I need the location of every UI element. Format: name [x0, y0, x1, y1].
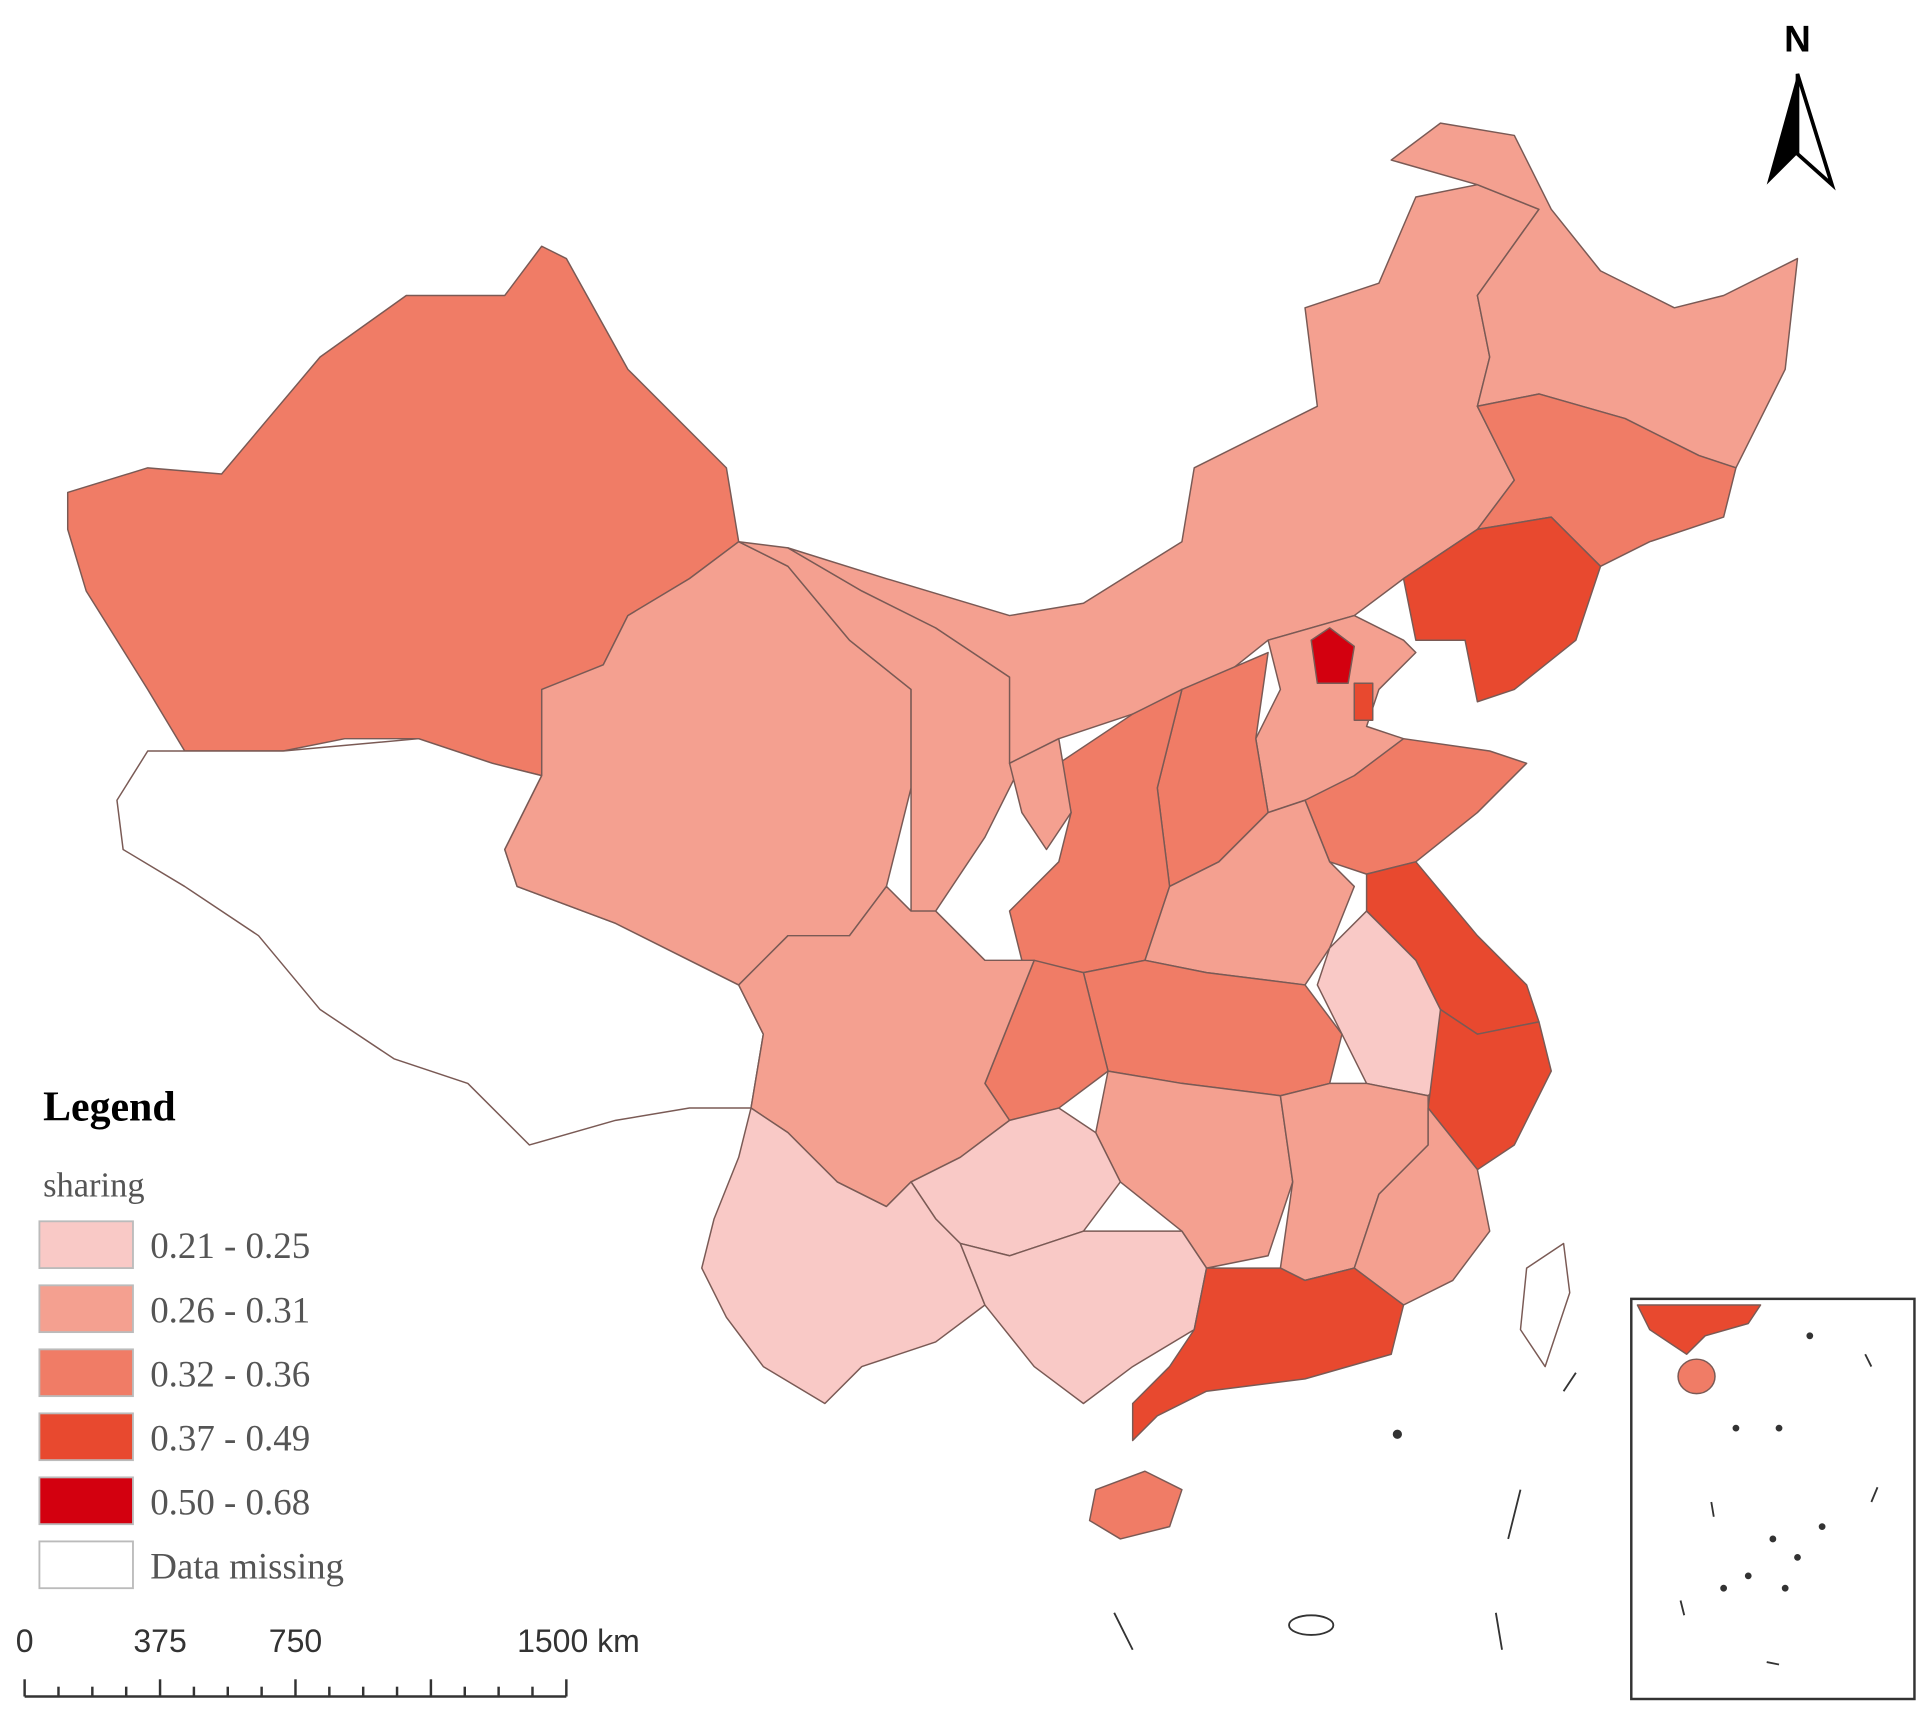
province [1677, 1358, 1716, 1395]
scale-label: 0 [16, 1623, 34, 1659]
inset-frame [1630, 1297, 1916, 1701]
province [1310, 627, 1356, 685]
province-missing [1519, 1242, 1571, 1368]
province [1402, 516, 1602, 703]
legend-swatch [38, 1348, 134, 1398]
province [701, 1107, 986, 1405]
province [1088, 1470, 1183, 1540]
scale-label: 1500 km [517, 1623, 640, 1659]
inset [1630, 1297, 1916, 1701]
legend-label: 0.32 - 0.36 [150, 1353, 310, 1394]
legend-label: 0.26 - 0.31 [150, 1289, 310, 1330]
legend-label: 0.50 - 0.68 [150, 1481, 310, 1522]
scale-label: 375 [133, 1623, 186, 1659]
legend-swatch-missing [38, 1540, 134, 1590]
scale-label: 750 [269, 1623, 322, 1659]
legend-swatch [38, 1412, 134, 1462]
north-label: N [1784, 19, 1811, 60]
legend: Legend sharing 0.21 - 0.25 0.26 - 0.31 0.3… [38, 1084, 344, 1590]
north-arrow: N [1766, 19, 1836, 191]
province [1353, 682, 1374, 721]
islands [1113, 1372, 1577, 1651]
legend-swatch [38, 1284, 134, 1334]
legend-swatch [38, 1220, 134, 1270]
legend-label: Data missing [150, 1545, 344, 1586]
province [1476, 393, 1737, 568]
provinces [66, 122, 1799, 1540]
legend-title: Legend [43, 1084, 176, 1130]
legend-field: sharing [43, 1167, 144, 1205]
province [1304, 737, 1528, 875]
province [1131, 1267, 1405, 1442]
province [1636, 1304, 1762, 1356]
province [1008, 737, 1072, 851]
legend-label: 0.37 - 0.49 [150, 1417, 310, 1458]
scale-bar: 0 375 750 1500 km [16, 1623, 640, 1698]
legend-swatch [38, 1476, 134, 1526]
arrow-right [1795, 73, 1836, 191]
arrow-left [1766, 73, 1798, 185]
legend-label: 0.21 - 0.25 [150, 1225, 310, 1266]
